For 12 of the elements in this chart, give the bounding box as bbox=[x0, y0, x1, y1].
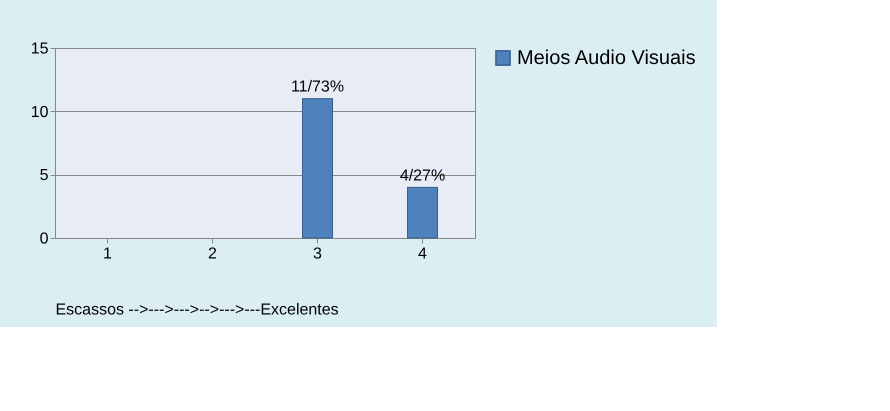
x-tick-label: 3 bbox=[313, 246, 322, 262]
y-tick-label: 5 bbox=[40, 167, 49, 184]
y-tick-label: 0 bbox=[40, 230, 49, 248]
legend-label: Meios Audio Visuais bbox=[517, 47, 696, 69]
x-tick-label: 1 bbox=[103, 246, 112, 262]
y-tick-label: 15 bbox=[30, 40, 49, 58]
data-label: 4/27% bbox=[400, 167, 446, 184]
x-axis-title: Escassos -->--->--->-->--->---Excelentes bbox=[56, 302, 339, 318]
data-label: 11/73% bbox=[290, 78, 344, 96]
x-tick-label: 2 bbox=[208, 246, 218, 262]
x-tick-label: 4 bbox=[418, 246, 428, 262]
y-tick-label: 10 bbox=[30, 104, 49, 121]
